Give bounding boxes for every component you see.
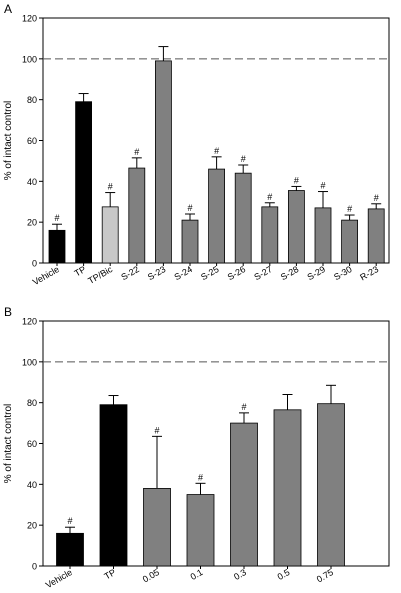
panel-a-x-tick-label: S-25 — [199, 264, 220, 282]
panel-b-x-tick-label: 0.75 — [315, 567, 335, 584]
panel-b-y-tick-label: 100 — [22, 357, 37, 367]
panel-a-significance-mark: # — [214, 146, 219, 156]
panel-b-bar — [99, 404, 128, 567]
panel-a-significance-mark: # — [54, 213, 59, 223]
panel-b-x-tick-label: 0.05 — [141, 567, 161, 584]
panel-b-bar — [317, 403, 345, 567]
panel-a-x-tick-label: S-27 — [252, 264, 273, 282]
panel-b-x-tick-label: TP — [103, 567, 118, 581]
panel-a-x-tick-label: S-29 — [306, 264, 327, 282]
panel-b-bar — [186, 494, 215, 567]
panel-b-y-tick-label: 80 — [27, 398, 37, 408]
panel-b-y-axis-label: % of intact control — [3, 404, 14, 483]
panel-b-chart: 0 20 40 60 80 100 120 % of intact control # Vehic… — [3, 317, 390, 590]
panel-b-x-tick-label: 0.5 — [276, 567, 292, 582]
panel-a-significance-mark: # — [108, 182, 113, 192]
panel-b-significance-mark: # — [154, 425, 159, 435]
panel-a-significance-mark: # — [347, 204, 352, 214]
panel-a-significance-mark: # — [374, 193, 379, 203]
panel-b-bar — [230, 422, 258, 567]
panel-a-y-tick-label: 0 — [32, 259, 37, 269]
panel-a-significance-mark: # — [267, 192, 272, 202]
panel-a-x-tick-label: S-24 — [173, 264, 194, 282]
panel-a-bar — [48, 229, 66, 264]
panel-a-significance-mark: # — [320, 181, 325, 191]
panel-a-label: A — [4, 2, 12, 16]
panel-a-bar — [287, 190, 305, 264]
panel-a-bar — [128, 167, 146, 264]
panel-a-significance-mark: # — [241, 154, 246, 164]
panel-b-significance-mark: # — [198, 472, 203, 482]
panel-a-significance-mark: # — [187, 203, 192, 213]
panel-a-significance-mark: # — [134, 147, 139, 157]
panel-a-y-tick-label: 20 — [27, 218, 37, 228]
panel-a-bar — [234, 172, 252, 264]
panel-b-significance-mark: # — [241, 402, 246, 412]
panel-a-bar — [101, 206, 119, 264]
panel-b-bar — [143, 488, 171, 567]
panel-a-x-tick-label: TP/Bic — [86, 264, 114, 286]
panel-a-bar — [208, 168, 226, 264]
panel-b-significance-mark: # — [67, 516, 72, 526]
panel-a-y-tick-label: 80 — [27, 95, 37, 105]
panel-a-bar — [314, 207, 332, 264]
panel-a-y-tick-label: 40 — [27, 177, 37, 187]
panel-a-y-tick-label: 60 — [27, 136, 37, 146]
panel-a-bar — [154, 60, 172, 264]
panel-a-bar — [75, 101, 92, 264]
panel-b-y-tick-label: 60 — [27, 439, 37, 449]
panel-a-bar — [181, 219, 199, 264]
panel-b-bar — [56, 532, 84, 567]
panel-b-y-tick-label: 0 — [32, 562, 37, 572]
panel-a-bar — [367, 208, 385, 264]
panel-a-y-tick-label: 120 — [22, 14, 37, 24]
panel-b-bar — [273, 409, 302, 567]
panel-a-x-tick-label: TP — [73, 264, 88, 278]
panel-a-x-tick-label: R-23 — [358, 264, 380, 282]
panel-a-y-axis-label: % of intact control — [3, 101, 14, 180]
panel-a-x-tick-label: S-22 — [119, 264, 140, 282]
panel-a-bar — [261, 206, 279, 264]
panel-b-x-tick-label: 0.1 — [189, 567, 205, 582]
panel-a-significance-mark: # — [294, 175, 299, 185]
panel-b-label: B — [4, 305, 12, 319]
panel-a-x-tick-label: S-30 — [332, 264, 353, 282]
panel-b-y-tick-label: 20 — [27, 521, 37, 531]
panel-b-y-tick-label: 40 — [27, 480, 37, 490]
panel-a-x-tick-label: S-26 — [226, 264, 247, 282]
panel-a-x-tick-label: S-23 — [146, 264, 167, 282]
panel-a-bar — [341, 219, 359, 264]
panel-a-x-tick-label: S-28 — [279, 264, 300, 282]
panel-b-x-tick-label: 0.3 — [232, 567, 248, 582]
panel-b-x-tick-label: Vehicle — [44, 567, 74, 590]
panel-a-y-tick-label: 100 — [22, 54, 37, 64]
panel-b-y-tick-label: 120 — [22, 317, 37, 327]
